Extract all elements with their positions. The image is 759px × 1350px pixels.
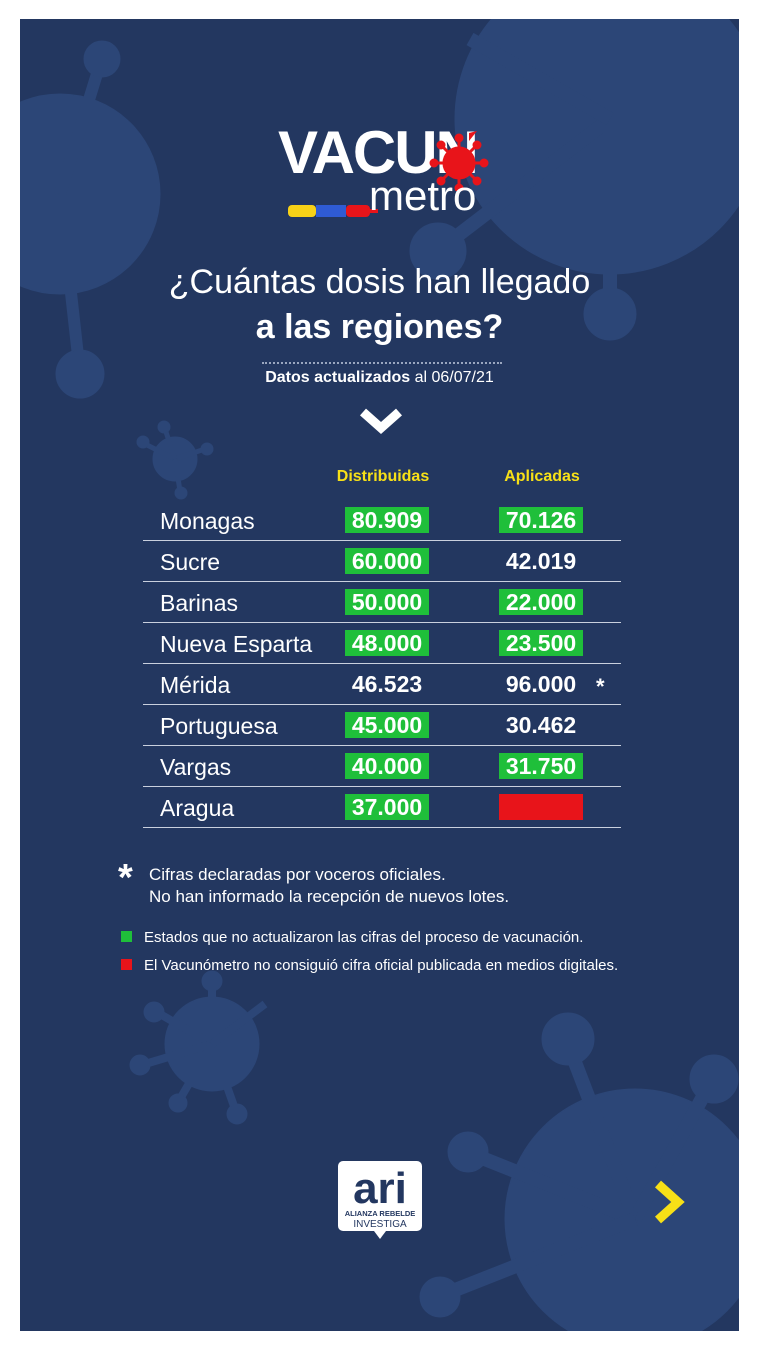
distribuidas-value: 60.000 — [345, 548, 429, 574]
legend-green-text: Estados que no actualizaron las cifras d… — [144, 929, 584, 946]
asterisk-note-line1: Cifras declaradas por voceros oficiales. — [149, 865, 446, 884]
ari-logo-line1: ALIANZA REBELDE — [345, 1209, 416, 1218]
asterisk-note-line2: No han informado la recepción de nuevos … — [149, 887, 510, 906]
infographic-panel: VACUN metro ¿Cuántas dosis han llegad — [20, 19, 739, 1331]
logo-word-metro: metro — [369, 172, 477, 219]
page-title-line1: ¿Cuántas dosis han llegado — [168, 263, 591, 301]
table-row: Monagas 80.909 70.126 — [143, 500, 621, 541]
page-title-line2: a las regiones? — [255, 308, 504, 346]
doses-table: Monagas 80.909 70.126 Sucre 60.000 42.01… — [143, 500, 621, 828]
aplicadas-value: 70.126 — [499, 507, 583, 533]
dotted-divider — [262, 362, 502, 364]
table-row: Vargas 40.000 31.750 — [143, 746, 621, 787]
green-square-icon — [121, 931, 132, 942]
region-name: Portuguesa — [160, 713, 278, 739]
table-row: Barinas 50.000 22.000 — [143, 582, 621, 623]
logo-word-vacun: VACUN — [278, 119, 479, 186]
region-name: Monagas — [160, 508, 255, 534]
aplicadas-value: 42.019 — [505, 548, 577, 574]
region-name: Barinas — [160, 590, 238, 616]
table-row: Portuguesa 45.000 30.462 — [143, 705, 621, 746]
vacunometro-logo: VACUN metro — [275, 119, 515, 239]
distribuidas-value: 50.000 — [345, 589, 429, 615]
ari-logo: ari ALIANZA REBELDE INVESTIGA — [338, 1161, 422, 1239]
region-name: Aragua — [160, 795, 235, 821]
asterisk-mark: * — [596, 674, 605, 699]
aplicadas-value: 23.500 — [499, 630, 583, 656]
chevron-down-icon — [360, 408, 402, 435]
legend-red: El Vacunómetro no consiguió cifra oficia… — [121, 956, 618, 976]
table-row: Aragua 37.000 — [143, 787, 621, 828]
distribuidas-value: 80.909 — [345, 507, 429, 533]
distribuidas-value: 37.000 — [345, 794, 429, 820]
region-name: Nueva Esparta — [160, 631, 313, 657]
aplicadas-missing-value — [499, 794, 583, 820]
legend-green: Estados que no actualizaron las cifras d… — [121, 928, 583, 948]
virus-icon — [429, 131, 489, 191]
aplicadas-value: 30.462 — [505, 712, 577, 738]
distribuidas-value: 45.000 — [345, 712, 429, 738]
legend-red-text: El Vacunómetro no consiguió cifra oficia… — [144, 957, 619, 974]
red-square-icon — [121, 959, 132, 970]
region-name: Mérida — [160, 672, 231, 698]
aplicadas-value: 31.750 — [499, 753, 583, 779]
table-row: Sucre 60.000 42.019 — [143, 541, 621, 582]
flag-syringe-icon — [288, 205, 378, 217]
update-date: al 06/07/21 — [414, 369, 494, 386]
distribuidas-value: 40.000 — [345, 753, 429, 779]
table-row: Mérida 46.523 96.000 * — [143, 664, 621, 705]
distribuidas-value: 46.523 — [351, 671, 423, 697]
aplicadas-value: 22.000 — [499, 589, 583, 615]
column-header-distribuidas: Distribuidas — [336, 468, 430, 485]
update-label: Datos actualizados — [265, 369, 411, 386]
asterisk-icon: * — [118, 857, 133, 899]
column-header-aplicadas: Aplicadas — [504, 468, 580, 485]
asterisk-note: Cifras declaradas por voceros oficiales.… — [149, 864, 509, 908]
ari-logo-text: ari — [353, 1164, 407, 1213]
region-name: Sucre — [160, 549, 221, 575]
ari-logo-line2: INVESTIGA — [353, 1219, 407, 1230]
virus-background-icon — [20, 19, 739, 1331]
table-row: Nueva Esparta 48.000 23.500 — [143, 623, 621, 664]
distribuidas-value: 48.000 — [345, 630, 429, 656]
chevron-right-icon[interactable] — [652, 1180, 688, 1224]
aplicadas-value: 96.000 — [505, 671, 577, 697]
region-name: Vargas — [160, 754, 232, 780]
update-info: Datos actualizados al 06/07/21 — [20, 369, 739, 387]
